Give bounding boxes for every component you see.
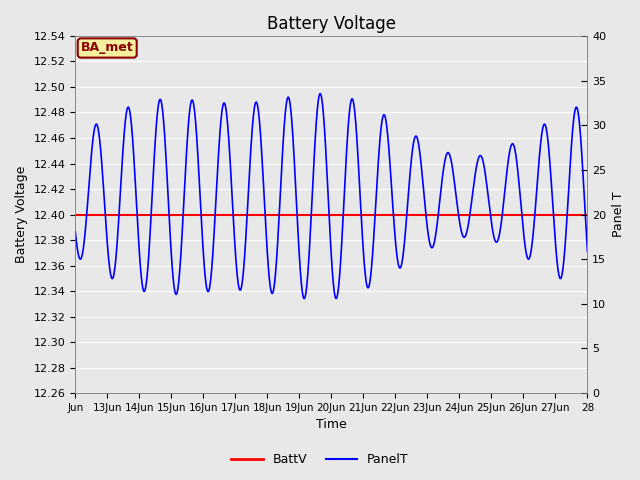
Y-axis label: Panel T: Panel T [612, 192, 625, 237]
Legend: BattV, PanelT: BattV, PanelT [227, 448, 413, 471]
Y-axis label: Battery Voltage: Battery Voltage [15, 166, 28, 263]
X-axis label: Time: Time [316, 419, 347, 432]
Title: Battery Voltage: Battery Voltage [267, 15, 396, 33]
Text: BA_met: BA_met [81, 41, 134, 55]
